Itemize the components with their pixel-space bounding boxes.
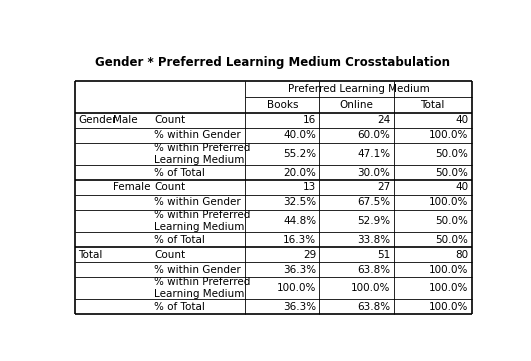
Text: 32.5%: 32.5% (283, 197, 316, 207)
Text: % of Total: % of Total (154, 235, 205, 245)
Text: 13: 13 (303, 182, 316, 192)
Text: 60.0%: 60.0% (357, 130, 390, 140)
Text: % within Gender: % within Gender (154, 197, 241, 207)
Text: 63.8%: 63.8% (357, 265, 390, 275)
Text: Count: Count (154, 182, 185, 192)
Text: % within Preferred
Learning Medium: % within Preferred Learning Medium (154, 143, 251, 165)
Text: 47.1%: 47.1% (357, 149, 390, 159)
Text: 55.2%: 55.2% (283, 149, 316, 159)
Text: 100.0%: 100.0% (429, 302, 468, 312)
Text: % of Total: % of Total (154, 168, 205, 178)
Text: Male: Male (113, 115, 138, 125)
Text: Gender: Gender (78, 115, 116, 125)
Text: 100.0%: 100.0% (429, 130, 468, 140)
Text: % within Gender: % within Gender (154, 265, 241, 275)
Text: Count: Count (154, 249, 185, 260)
Text: 67.5%: 67.5% (357, 197, 390, 207)
Text: 50.0%: 50.0% (435, 216, 468, 226)
Text: 40: 40 (455, 115, 468, 125)
Text: Female: Female (113, 182, 150, 192)
Text: 40: 40 (455, 182, 468, 192)
Text: Online: Online (339, 100, 373, 110)
Text: 100.0%: 100.0% (429, 197, 468, 207)
Text: 40.0%: 40.0% (284, 130, 316, 140)
Text: 27: 27 (377, 182, 390, 192)
Text: 100.0%: 100.0% (429, 265, 468, 275)
Text: % of Total: % of Total (154, 302, 205, 312)
Text: 29: 29 (303, 249, 316, 260)
Text: 63.8%: 63.8% (357, 302, 390, 312)
Text: Gender * Preferred Learning Medium Crosstabulation: Gender * Preferred Learning Medium Cross… (95, 56, 450, 69)
Text: 30.0%: 30.0% (357, 168, 390, 178)
Text: 50.0%: 50.0% (435, 235, 468, 245)
Text: % within Preferred
Learning Medium: % within Preferred Learning Medium (154, 277, 251, 299)
Text: 20.0%: 20.0% (284, 168, 316, 178)
Text: 100.0%: 100.0% (429, 283, 468, 293)
Text: Count: Count (154, 115, 185, 125)
Text: 24: 24 (377, 115, 390, 125)
Text: 44.8%: 44.8% (283, 216, 316, 226)
Text: 50.0%: 50.0% (435, 149, 468, 159)
Text: % within Preferred
Learning Medium: % within Preferred Learning Medium (154, 210, 251, 232)
Text: 52.9%: 52.9% (357, 216, 390, 226)
Text: Books: Books (267, 100, 298, 110)
Text: 100.0%: 100.0% (351, 283, 390, 293)
Text: 33.8%: 33.8% (357, 235, 390, 245)
Text: Total: Total (78, 249, 102, 260)
Text: 16.3%: 16.3% (283, 235, 316, 245)
Text: Total: Total (421, 100, 445, 110)
Text: 51: 51 (377, 249, 390, 260)
Text: 36.3%: 36.3% (283, 265, 316, 275)
Text: 36.3%: 36.3% (283, 302, 316, 312)
Text: Preferred Learning Medium: Preferred Learning Medium (288, 84, 430, 94)
Text: 80: 80 (455, 249, 468, 260)
Text: % within Gender: % within Gender (154, 130, 241, 140)
Text: 100.0%: 100.0% (277, 283, 316, 293)
Text: 50.0%: 50.0% (435, 168, 468, 178)
Text: 16: 16 (303, 115, 316, 125)
